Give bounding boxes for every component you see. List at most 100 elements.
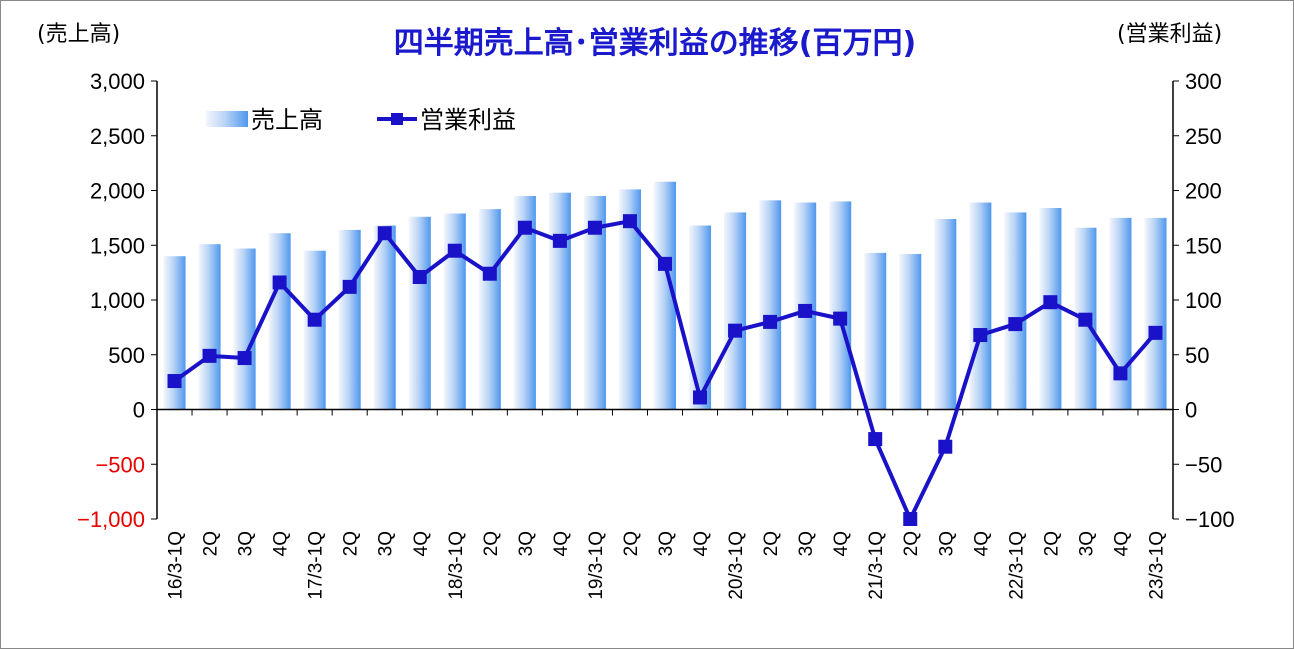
x-tick-label: 3Q <box>656 531 677 556</box>
chart-title: 四半期売上高･営業利益の推移(百万円) <box>394 26 916 61</box>
y2-tick-label: 0 <box>1185 398 1197 423</box>
left-axis-unit: (売上高) <box>37 22 120 47</box>
sales-bar <box>583 195 606 410</box>
sales-bar <box>163 256 186 410</box>
x-tick-label: 2Q <box>481 531 502 556</box>
sales-bar <box>1144 217 1167 410</box>
profit-marker <box>658 256 672 271</box>
x-tick-label: 4Q <box>551 531 572 556</box>
y2-tick-label: 150 <box>1185 233 1222 258</box>
operating-profit-line <box>167 214 1163 526</box>
x-tick-label: 18/3-1Q <box>446 531 467 600</box>
sales-bar <box>443 213 466 410</box>
profit-marker <box>272 275 287 290</box>
sales-bar <box>934 218 957 410</box>
y2-tick-label: 50 <box>1185 343 1209 368</box>
sales-bar <box>338 229 361 410</box>
x-tick-label: 2Q <box>341 531 362 556</box>
y2-tick-label: −50 <box>1185 452 1222 477</box>
profit-marker <box>1113 366 1128 381</box>
legend: 売上高 営業利益 <box>206 106 516 134</box>
x-tick-label: 3Q <box>376 531 397 556</box>
profit-marker <box>903 512 918 526</box>
x-tick-label: 3Q <box>796 531 817 556</box>
x-tick-label: 3Q <box>516 531 537 556</box>
x-tick-label: 2Q <box>1041 531 1062 556</box>
x-tick-label: 4Q <box>831 531 852 556</box>
x-ticks: 16/3-1Q 2Q 3Q 4Q 17/3-1Q 2Q 3Q 4Q 18/3-1Q 2Q 3Q 4Q 1… <box>166 531 1168 600</box>
x-tick-label: 4Q <box>271 531 292 556</box>
y-tick-label: 2,000 <box>90 179 145 204</box>
profit-marker <box>517 220 532 235</box>
x-tick-label: 3Q <box>936 531 957 556</box>
profit-marker <box>728 323 743 338</box>
x-tick-label: 17/3-1Q <box>306 531 327 600</box>
right-y-ticks: 300 250 200 150 100 50 0 −50 −100 <box>1173 69 1235 532</box>
x-tick-label: 3Q <box>1076 531 1097 556</box>
sales-bar <box>724 212 747 410</box>
y2-tick-label: 100 <box>1185 288 1222 313</box>
sales-bar <box>373 225 396 410</box>
profit-marker <box>447 243 462 258</box>
y-tick-label: −1,000 <box>77 507 145 532</box>
sales-bar <box>1109 217 1132 410</box>
x-tick-label: 22/3-1Q <box>1006 531 1027 600</box>
legend-sales-label: 売上高 <box>251 106 323 134</box>
profit-marker <box>798 303 813 318</box>
x-tick-label: 19/3-1Q <box>586 531 607 600</box>
sales-bar <box>864 252 887 410</box>
sales-bar <box>759 200 782 410</box>
x-tick-label: 2Q <box>621 531 642 556</box>
sales-bar <box>689 225 712 410</box>
sales-bar <box>653 181 677 410</box>
x-tick-label: 4Q <box>971 531 992 556</box>
sales-bar <box>268 233 291 410</box>
sales-bar <box>303 250 326 410</box>
sales-bar <box>618 189 641 410</box>
x-tick-label: 23/3-1Q <box>1146 531 1167 600</box>
left-y-ticks: 3,000 2,500 2,000 1,500 1,000 500 0 −500 −1,000 <box>77 69 157 532</box>
profit-marker <box>552 233 567 248</box>
x-tick-label: 4Q <box>691 531 712 556</box>
profit-marker <box>377 226 392 241</box>
x-tick-label: 4Q <box>411 531 432 556</box>
y2-tick-label: −100 <box>1185 507 1235 532</box>
y-tick-label: 500 <box>108 343 145 368</box>
profit-marker <box>237 351 252 366</box>
profit-marker <box>833 311 848 326</box>
profit-marker <box>1078 312 1093 327</box>
profit-marker <box>1148 325 1163 340</box>
profit-marker <box>868 432 883 447</box>
x-tick-label: 4Q <box>1111 531 1132 556</box>
legend-profit-swatch-marker <box>391 113 403 125</box>
sales-bar <box>1004 212 1027 410</box>
profit-marker <box>763 314 778 329</box>
y-tick-label: 0 <box>133 398 145 423</box>
legend-sales-swatch <box>206 111 248 127</box>
profit-marker <box>938 439 953 454</box>
y2-tick-label: 200 <box>1185 179 1222 204</box>
y2-tick-label: 300 <box>1185 69 1222 94</box>
x-tick-label: 2Q <box>761 531 782 556</box>
sales-bar <box>478 209 501 410</box>
profit-marker <box>693 390 708 405</box>
sales-bar <box>829 201 852 410</box>
sales-bar <box>969 202 992 410</box>
profit-marker <box>622 214 637 229</box>
sales-bar <box>548 192 571 410</box>
profit-marker <box>1043 295 1058 310</box>
profit-marker <box>973 328 988 343</box>
x-tick-label: 20/3-1Q <box>726 531 747 600</box>
sales-bar <box>198 244 221 410</box>
sales-bar <box>233 248 256 410</box>
profit-marker <box>202 348 217 363</box>
sales-bars <box>163 181 1167 410</box>
profit-marker <box>482 266 497 281</box>
sales-bar <box>408 216 431 410</box>
x-tick-label: 21/3-1Q <box>866 531 887 600</box>
y-tick-label: 1,000 <box>90 288 145 313</box>
y-tick-label: 3,000 <box>90 69 145 94</box>
profit-marker <box>412 270 427 284</box>
